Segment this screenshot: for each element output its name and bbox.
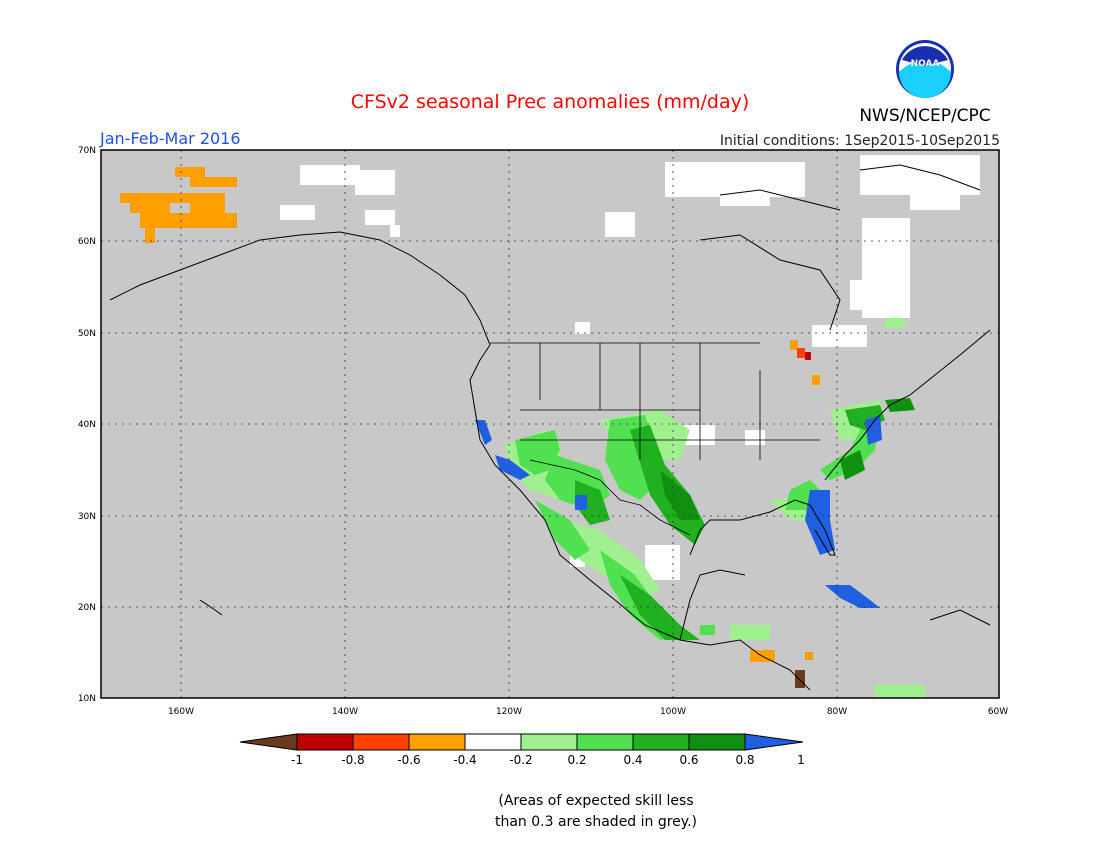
colorbar-arrow-right — [744, 733, 804, 751]
initial-conditions: Initial conditions: 1Sep2015-10Sep2015 — [720, 133, 1000, 149]
colorbar-label: 1 — [797, 753, 805, 767]
agency-label: NWS/NCEP/CPC — [859, 106, 990, 126]
colorbar-label: -0.8 — [341, 753, 364, 767]
graticule — [101, 150, 999, 698]
footnote-line-1: (Areas of expected skill less — [498, 793, 693, 809]
very-wet-anomaly-patches — [475, 415, 882, 608]
lon-label: 120W — [496, 707, 522, 717]
wet-anomaly-patches — [505, 318, 925, 697]
lat-label: 40N — [78, 420, 96, 430]
lon-label: 60W — [988, 707, 1008, 717]
footnote-line-2: than 0.3 are shaded in grey.) — [495, 814, 697, 830]
lat-label: 20N — [78, 603, 96, 613]
lat-label: 30N — [78, 512, 96, 522]
colorbar-swatch — [464, 733, 522, 751]
forecast-period: Jan-Feb-Mar 2016 — [99, 129, 241, 148]
colorbar-label: 0.4 — [623, 753, 642, 767]
colorbar-label: -0.4 — [453, 753, 476, 767]
latitude-labels: 70N 60N 50N 40N 30N 20N 10N — [78, 146, 96, 704]
noaa-logo-text: NOAA — [911, 59, 940, 69]
colorbar-swatch — [296, 733, 354, 751]
lon-label: 160W — [168, 707, 194, 717]
political-borders — [490, 342, 820, 536]
map-panel — [100, 149, 1000, 699]
colorbar-swatch — [688, 733, 746, 751]
colorbar: -1 -0.8 -0.6 -0.4 -0.2 0.2 0.4 0.6 0.8 1 — [239, 733, 805, 767]
colorbar-swatch — [408, 733, 466, 751]
lon-label: 100W — [660, 707, 686, 717]
colorbar-label: -1 — [291, 753, 303, 767]
lat-label: 70N — [78, 146, 96, 156]
colorbar-arrow-left — [239, 733, 298, 751]
colorbar-swatch — [576, 733, 634, 751]
colorbar-label: 0.8 — [735, 753, 754, 767]
lon-label: 140W — [332, 707, 358, 717]
longitude-labels: 160W 140W 120W 100W 80W 60W — [168, 707, 1008, 717]
coastlines — [109, 164, 991, 691]
noaa-logo: NOAA — [896, 40, 954, 98]
colorbar-swatch — [352, 733, 410, 751]
lon-label: 80W — [827, 707, 847, 717]
lat-label: 10N — [78, 694, 96, 704]
colorbar-label: 0.6 — [679, 753, 698, 767]
map-frame — [100, 149, 1000, 699]
lat-label: 50N — [78, 329, 96, 339]
colorbar-label: 0.2 — [567, 753, 586, 767]
lat-label: 60N — [78, 237, 96, 247]
colorbar-swatch — [632, 733, 690, 751]
colorbar-label: -0.6 — [397, 753, 420, 767]
colorbar-swatch — [520, 733, 578, 751]
dry-anomaly-patches — [120, 167, 820, 688]
colorbar-label: -0.2 — [509, 753, 532, 767]
map-title: CFSv2 seasonal Prec anomalies (mm/day) — [351, 91, 750, 113]
